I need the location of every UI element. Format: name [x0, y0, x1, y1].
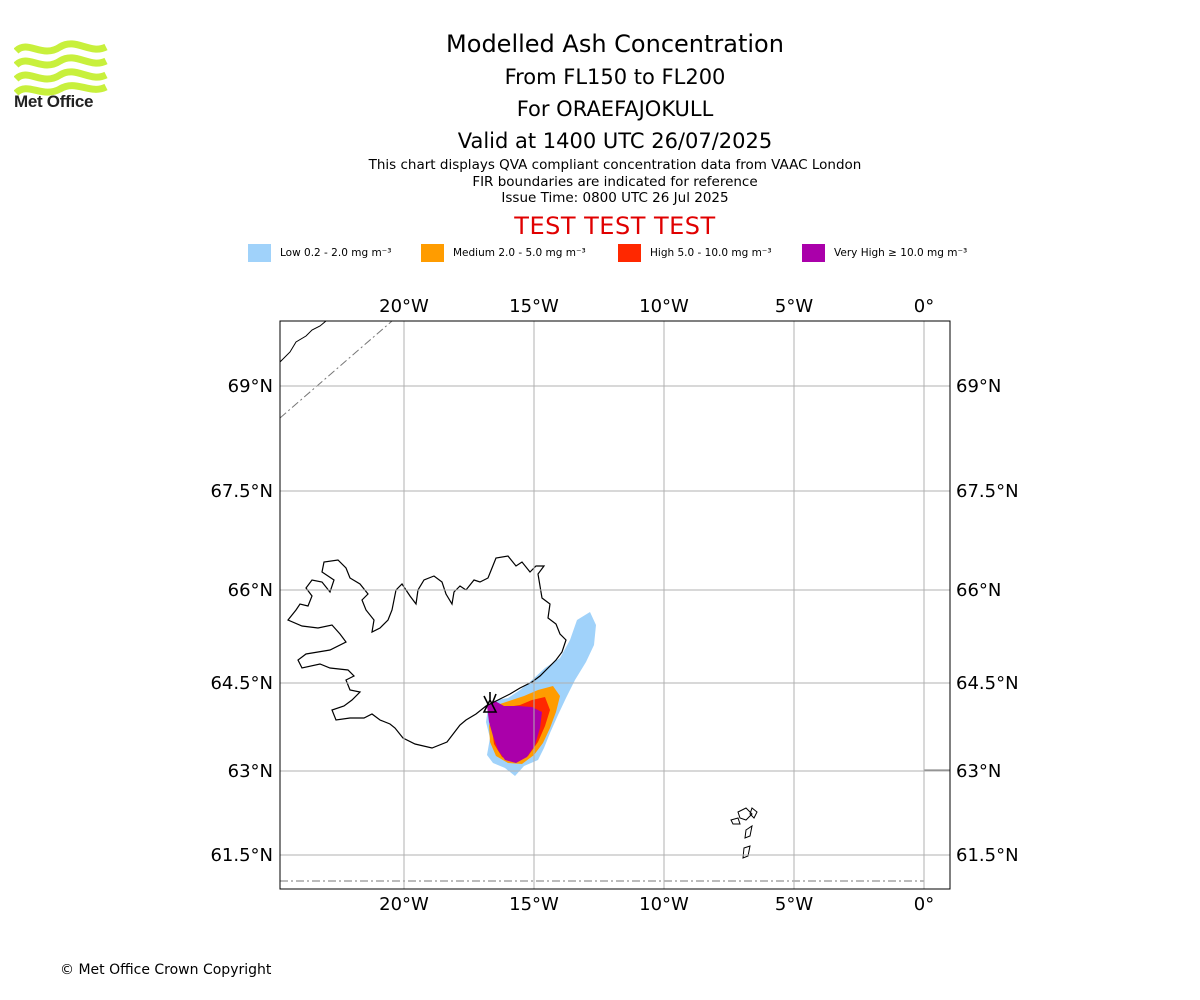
- ash-very-high-area: [487, 701, 542, 763]
- lat-tick-right: 66°N: [956, 580, 1001, 601]
- lat-tick-right: 63°N: [956, 761, 1001, 782]
- met-office-logo-icon: [14, 40, 108, 96]
- note-line-1: This chart displays QVA compliant concen…: [368, 157, 862, 173]
- map-frame: [279, 320, 951, 890]
- legend-label-high: High 5.0 - 10.0 mg m⁻³: [650, 247, 772, 259]
- lat-tick-left: 69°N: [228, 376, 273, 397]
- lat-labels-right: 69°N 67.5°N 66°N 64.5°N 63°N 61.5°N: [956, 376, 1019, 866]
- lat-tick-right: 61.5°N: [956, 845, 1019, 866]
- lat-tick-left: 66°N: [228, 580, 273, 601]
- legend-label-medium: Medium 2.0 - 5.0 mg m⁻³: [453, 247, 586, 259]
- lon-tick-bottom: 10°W: [639, 894, 689, 915]
- lat-tick-left: 63°N: [228, 761, 273, 782]
- lat-tick-left: 61.5°N: [210, 845, 273, 866]
- legend-label-very-high: Very High ≥ 10.0 mg m⁻³: [834, 247, 968, 259]
- lon-labels-bottom: 20°W 15°W 10°W 5°W 0°: [379, 894, 934, 915]
- lon-labels-top: 20°W 15°W 10°W 5°W 0°: [379, 296, 934, 317]
- logo-wordmark: Met Office: [14, 92, 94, 111]
- volcano-name: For ORAEFAJOKULL: [516, 97, 714, 121]
- lon-tick-top: 5°W: [775, 296, 813, 317]
- legend-swatch-very-high: [802, 244, 825, 262]
- lon-tick-top: 0°: [914, 296, 934, 317]
- lon-tick-top: 10°W: [639, 296, 689, 317]
- map-area: [280, 321, 950, 882]
- lon-tick-bottom: 0°: [914, 894, 934, 915]
- lat-tick-right: 67.5°N: [956, 481, 1019, 502]
- legend-swatch-low: [248, 244, 271, 262]
- legend-label-low: Low 0.2 - 2.0 mg m⁻³: [280, 247, 392, 259]
- fir-boundary-northwest: [280, 321, 393, 419]
- lon-tick-top: 15°W: [509, 296, 559, 317]
- issue-time: Issue Time: 0800 UTC 26 Jul 2025: [501, 190, 729, 206]
- faroe-islands: [730, 807, 758, 859]
- lon-tick-bottom: 15°W: [509, 894, 559, 915]
- lat-tick-right: 64.5°N: [956, 673, 1019, 694]
- lat-tick-left: 64.5°N: [210, 673, 273, 694]
- lat-tick-right: 69°N: [956, 376, 1001, 397]
- chart-title: Modelled Ash Concentration: [446, 30, 784, 58]
- graticule: [280, 321, 950, 889]
- iceland-coastline: [287, 555, 567, 749]
- chart-header: Modelled Ash Concentration From FL150 to…: [315, 28, 915, 157]
- copyright-notice: © Met Office Crown Copyright: [60, 962, 272, 978]
- volcano-marker-icon: [482, 692, 498, 713]
- lon-tick-bottom: 20°W: [379, 894, 429, 915]
- valid-time: Valid at 1400 UTC 26/07/2025: [457, 129, 773, 153]
- chart-notes: This chart displays QVA compliant concen…: [315, 157, 915, 207]
- lat-tick-left: 67.5°N: [210, 481, 273, 502]
- lat-labels-left: 69°N 67.5°N 66°N 64.5°N 63°N 61.5°N: [210, 376, 273, 866]
- lon-tick-bottom: 5°W: [775, 894, 813, 915]
- lon-tick-top: 20°W: [379, 296, 429, 317]
- greenland-coastline: [280, 321, 327, 363]
- test-banner: TEST TEST TEST: [514, 212, 716, 240]
- note-line-2: FIR boundaries are indicated for referen…: [472, 173, 758, 190]
- legend-swatch-medium: [421, 244, 444, 262]
- legend-swatch-high: [618, 244, 641, 262]
- flight-levels: From FL150 to FL200: [504, 65, 726, 89]
